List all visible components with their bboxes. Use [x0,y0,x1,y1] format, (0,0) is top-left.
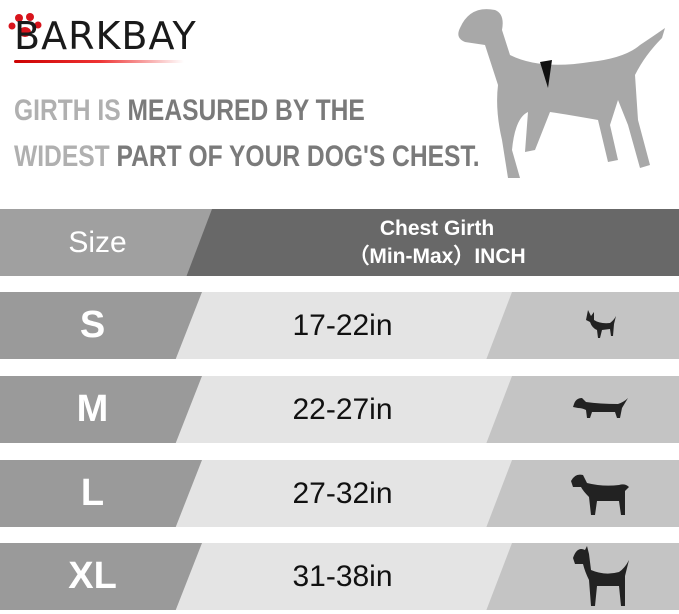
size-label: M [76,388,109,430]
size-label: XL [68,555,117,597]
header-chest-girth-line-2: （Min-Max）INCH [348,244,526,268]
table-row: M 22-27in [0,376,679,443]
row-size-background [0,460,202,527]
labrador-icon [500,460,679,527]
girth-value: 22-27in [292,392,393,426]
headline-line-1: GIRTH IS MEASURED BY THE [14,94,365,128]
chihuahua-icon [500,292,679,359]
header-size-background [0,209,212,276]
table-row: L 27-32in [0,460,679,527]
girth-value: 17-22in [292,308,393,342]
girth-value: 31-38in [292,559,393,593]
girth-value: 27-32in [292,476,393,510]
size-label: L [80,472,105,514]
row-size-background [0,292,202,359]
headline-line-2-dark: PART OF YOUR DOG'S CHEST. [116,140,480,173]
table-header: Size Chest Girth （Min-Max）INCH [0,209,679,276]
header-chest-girth-line-1: Chest Girth [379,216,495,240]
dog-measurement-icon [458,9,665,178]
header-chest-girth: Chest Girth （Min-Max）INCH [195,209,679,276]
great-dane-icon [500,543,679,610]
row-size-background [0,376,202,443]
brand-logo: BARKBAY [14,14,197,58]
headline-line-2: WIDEST PART OF YOUR DOG'S CHEST. [14,140,480,174]
table-row: XL 31-38in [0,543,679,610]
table-row: S 17-22in [0,292,679,359]
size-label: S [79,304,106,346]
headline-line-1-light: GIRTH IS [14,94,128,127]
header-size: Size [68,225,127,259]
logo-underline [14,60,184,63]
row-size-background [0,543,202,610]
paw-icon [8,13,42,37]
headline-line-2-light: WIDEST [14,140,117,173]
headline-line-1-dark: MEASURED BY THE [127,94,365,127]
dachshund-icon [500,376,679,443]
